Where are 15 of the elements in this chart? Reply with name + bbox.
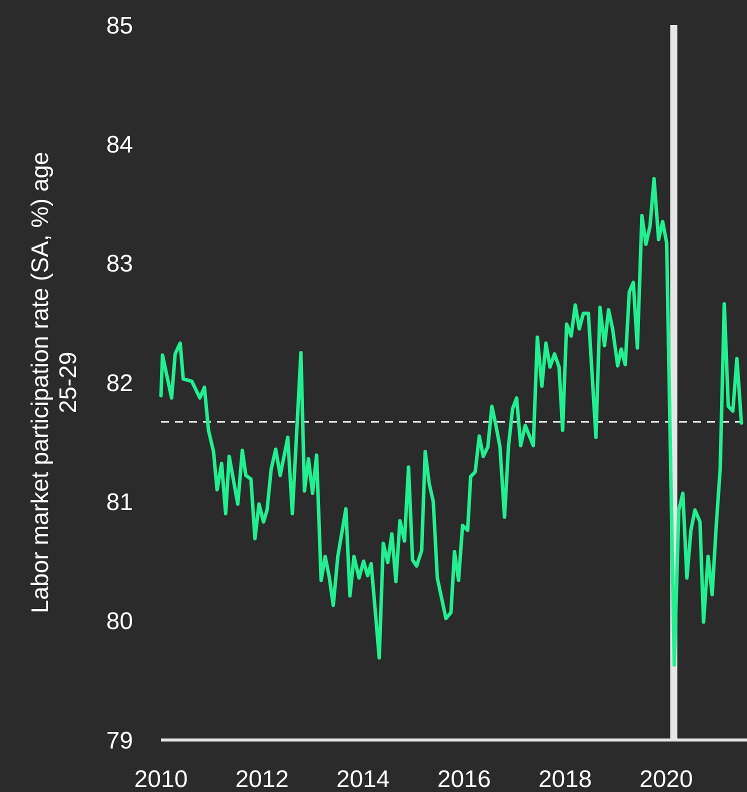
x-tick-label: 2012: [235, 766, 289, 792]
x-tick-label: 2014: [336, 766, 390, 792]
y-tick-label: 80: [106, 608, 133, 636]
y-tick-label: 81: [106, 489, 133, 516]
y-tick-label: 79: [106, 727, 133, 754]
x-tick-label: 2016: [437, 766, 491, 792]
y-tick-label: 85: [106, 12, 133, 40]
line-series: [159, 176, 744, 667]
x-tick-label: 2018: [538, 766, 592, 792]
x-tick-label: 2020: [639, 766, 693, 792]
y-tick-label: 83: [106, 250, 133, 278]
y-tick-label: 82: [106, 370, 133, 397]
y-axis-title: Labor market participation rate (SA, %) age 25-29: [27, 152, 82, 614]
x-tick-label: 2010: [134, 766, 188, 792]
y-tick-label: 84: [106, 132, 133, 159]
